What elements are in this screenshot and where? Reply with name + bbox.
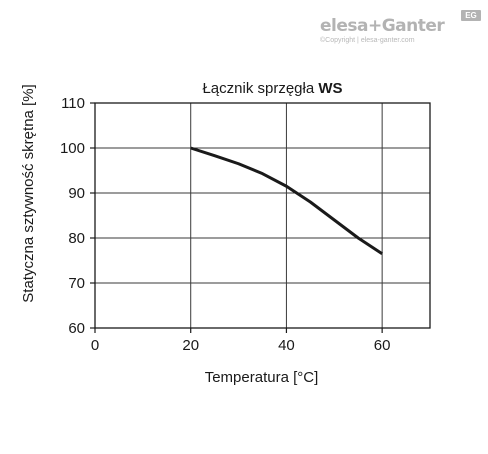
y-tick-label: 110	[61, 95, 85, 112]
x-tick-label: 60	[374, 337, 391, 354]
copyright-text: ©Copyright | elesa-ganter.com	[320, 37, 415, 44]
plot-frame	[94, 102, 431, 329]
y-tick-label: 60	[68, 320, 85, 337]
y-tick-label: 100	[60, 140, 85, 157]
y-tick-label: 70	[68, 275, 85, 292]
x-tick-label: 0	[91, 337, 99, 354]
chart-title: Łącznik sprzęgła WS	[202, 80, 342, 97]
brand-badge: EG	[461, 10, 481, 21]
brand-logo: elesa+Ganter EG ©Copyright | elesa-gante…	[320, 10, 481, 50]
x-tick-label: 20	[182, 337, 199, 354]
y-tick-label: 90	[68, 185, 85, 202]
y-axis-label: Statyczna sztywność skrętna [%]	[20, 84, 37, 302]
x-axis-label: Temperatura [°C]	[205, 369, 319, 386]
series-line	[190, 146, 383, 256]
y-tick-label: 80	[68, 230, 85, 247]
x-tick-label: 40	[278, 337, 295, 354]
chart-title-text: Łącznik sprzęgła	[202, 80, 318, 97]
brand-logo-text: elesa+Ganter	[320, 16, 445, 36]
chart-title-bold: WS	[318, 80, 342, 97]
